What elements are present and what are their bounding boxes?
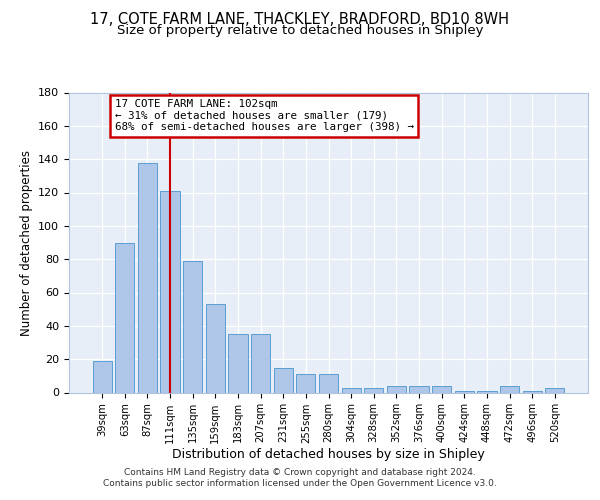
Bar [455,391,474,392]
Bar [319,374,338,392]
Text: 17, COTE FARM LANE, THACKLEY, BRADFORD, BD10 8WH: 17, COTE FARM LANE, THACKLEY, BRADFORD, … [91,12,509,28]
Bar [183,261,202,392]
X-axis label: Distribution of detached houses by size in Shipley: Distribution of detached houses by size … [172,448,485,461]
Bar [341,388,361,392]
Bar [387,386,406,392]
Bar [229,334,248,392]
Text: 17 COTE FARM LANE: 102sqm
← 31% of detached houses are smaller (179)
68% of semi: 17 COTE FARM LANE: 102sqm ← 31% of detac… [115,99,413,132]
Bar [500,386,519,392]
Bar [477,391,497,392]
Bar [160,191,180,392]
Bar [92,361,112,392]
Text: Size of property relative to detached houses in Shipley: Size of property relative to detached ho… [117,24,483,37]
Bar [274,368,293,392]
Text: Contains HM Land Registry data © Crown copyright and database right 2024.
Contai: Contains HM Land Registry data © Crown c… [103,468,497,487]
Bar [296,374,316,392]
Bar [523,391,542,392]
Bar [138,162,157,392]
Bar [409,386,428,392]
Y-axis label: Number of detached properties: Number of detached properties [20,150,32,336]
Bar [432,386,451,392]
Bar [251,334,270,392]
Bar [206,304,225,392]
Bar [115,242,134,392]
Bar [364,388,383,392]
Bar [545,388,565,392]
